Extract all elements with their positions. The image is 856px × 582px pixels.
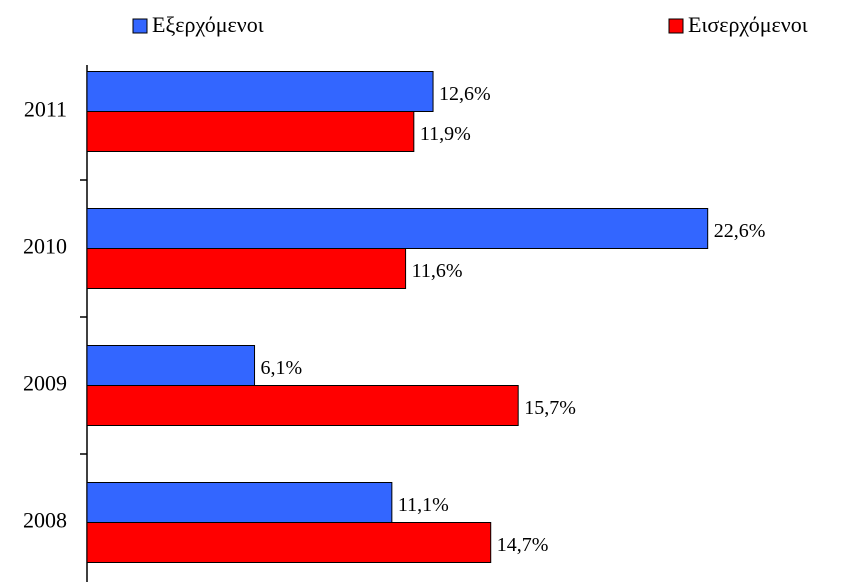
y-tick-label: 2009 (23, 371, 67, 396)
y-tick-label: 2011 (24, 97, 67, 122)
bar (86, 248, 407, 289)
bar (86, 345, 256, 386)
bar (86, 482, 393, 523)
legend-swatch (132, 18, 148, 34)
value-label: 6,1% (261, 357, 303, 379)
legend-label: Εξερχόμενοι (152, 12, 264, 37)
value-label: 12,6% (439, 83, 491, 105)
bar (86, 71, 434, 112)
bar (86, 111, 415, 152)
value-label: 11,6% (412, 260, 463, 282)
legend-swatch (668, 18, 684, 34)
value-label: 11,1% (398, 494, 449, 516)
y-tick-label: 2010 (23, 234, 67, 259)
value-label: 11,9% (420, 123, 471, 145)
bar (86, 208, 709, 249)
value-label: 14,7% (497, 534, 549, 556)
bar (86, 522, 492, 563)
value-label: 22,6% (714, 220, 766, 242)
legend-label: Εισερχόμενοι (688, 12, 808, 37)
y-tick-label: 2008 (23, 508, 67, 533)
bar (86, 385, 519, 426)
value-label: 15,7% (524, 397, 576, 419)
